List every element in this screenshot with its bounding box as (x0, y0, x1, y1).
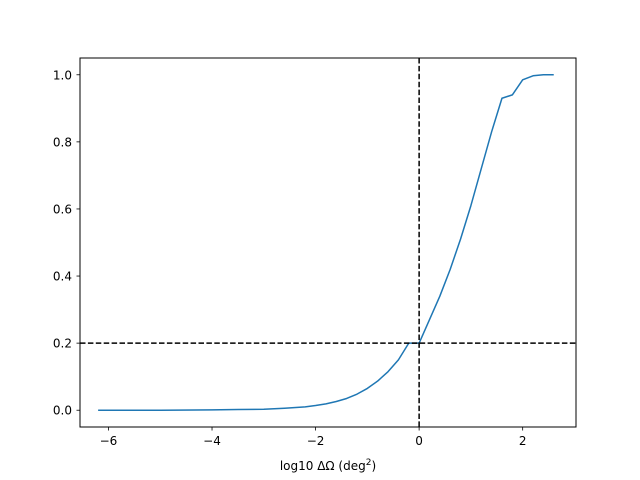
y-tick-label: 0.6 (53, 202, 72, 216)
axes-frame (79, 57, 577, 428)
x-tick-label: 0 (415, 434, 423, 448)
x-tick-label: −6 (100, 434, 118, 448)
x-axis-label-superscript: 2 (366, 458, 372, 468)
y-axis: 0.0 0.2 0.4 0.6 0.8 1.0 (53, 68, 80, 418)
x-tick-label: 2 (519, 434, 527, 448)
y-tick-label: 0.0 (53, 404, 72, 418)
x-tick-label: −4 (203, 434, 221, 448)
y-tick-label: 0.4 (53, 270, 72, 284)
y-tick-label: 0.2 (53, 337, 72, 351)
plot-area (80, 58, 576, 427)
x-axis-label-tail: ) (371, 459, 376, 473)
y-tick-label: 1.0 (53, 68, 72, 82)
series-line-0 (98, 74, 554, 411)
x-axis-label: log10 ΔΩ (deg2) (280, 458, 376, 473)
x-axis: −6 −4 −2 0 2 (100, 427, 527, 448)
x-tick-label: −2 (307, 434, 325, 448)
y-tick-label: 0.8 (53, 135, 72, 149)
